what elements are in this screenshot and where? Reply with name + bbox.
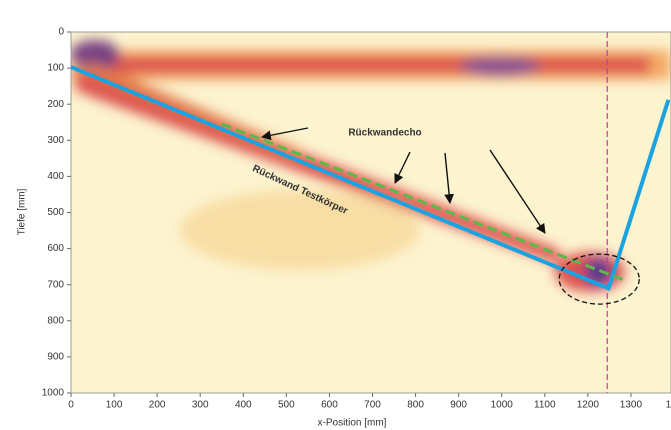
y-tick-label: 300 — [47, 135, 64, 146]
y-tick-label: 800 — [47, 315, 64, 326]
y-tick-label: 100 — [47, 63, 64, 74]
y-tick-label: 400 — [47, 171, 64, 182]
x-tick-label: 400 — [235, 400, 252, 411]
y-tick-label: 200 — [47, 99, 64, 110]
x-tick-label: 0 — [68, 400, 74, 411]
y-tick-label: 700 — [47, 279, 64, 290]
x-tick-label: 200 — [149, 400, 166, 411]
x-tick-label: 800 — [407, 400, 424, 411]
y-tick-label: 500 — [47, 207, 64, 218]
x-tick-label: 600 — [321, 400, 338, 411]
x-tick-label: 1200 — [577, 400, 600, 411]
x-tick-label: 100 — [106, 400, 123, 411]
y-tick-label: 600 — [47, 243, 64, 254]
x-tick-label: 1000 — [491, 400, 514, 411]
chart: 0100200300400500600700800900100011001200… — [0, 0, 671, 430]
y-tick-label: 0 — [58, 27, 64, 38]
x-tick-label: 500 — [278, 400, 295, 411]
heatmap — [70, 32, 671, 393]
x-axis-label: x-Position [mm] — [318, 418, 387, 429]
x-tick-label: 300 — [192, 400, 209, 411]
y-axis-label: Tiefe [mm] — [17, 188, 28, 235]
annotation: Rückwandecho — [348, 128, 421, 139]
x-tick-label: 700 — [364, 400, 381, 411]
x-tick-label: 130 — [666, 400, 671, 411]
x-tick-label: 1300 — [620, 400, 643, 411]
x-tick-label: 1100 — [534, 400, 556, 411]
y-tick-label: 1000 — [42, 388, 65, 399]
y-tick-label: 900 — [47, 352, 64, 363]
x-tick-label: 900 — [450, 400, 467, 411]
